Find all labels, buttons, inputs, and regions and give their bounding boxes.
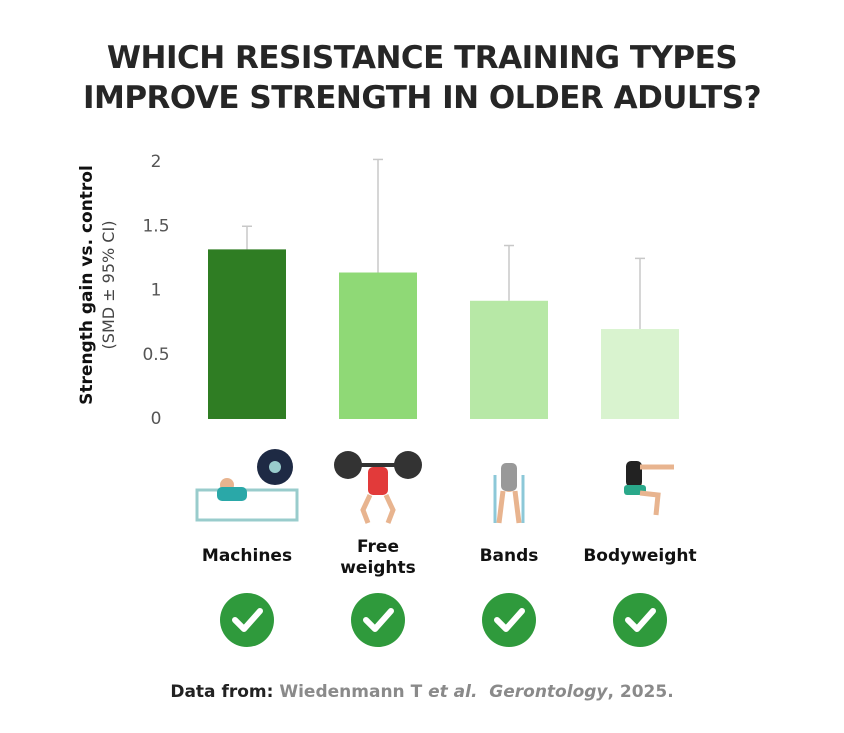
exercise-icon — [334, 451, 422, 524]
check-circle — [351, 593, 405, 647]
bar — [208, 249, 286, 419]
icon-plate — [394, 451, 422, 479]
category-label: Bodyweight — [583, 546, 697, 566]
icon-body — [626, 461, 642, 487]
icon-frame — [195, 488, 299, 522]
icon-body — [368, 467, 388, 495]
exercise-icon — [493, 463, 525, 524]
check-mark — [363, 608, 394, 632]
check-circle — [613, 593, 667, 647]
bar — [470, 300, 548, 419]
category-label: Machines — [201, 546, 293, 566]
source-year: , 2025. — [607, 682, 674, 702]
icon-band — [493, 475, 525, 523]
y-tick-label: 1.5 — [142, 216, 169, 236]
y-tick-label: 0 — [151, 409, 162, 429]
y-tick-label: 2 — [151, 152, 162, 172]
check-circle — [220, 593, 274, 647]
exercise-icon — [195, 449, 299, 522]
icon-body — [501, 463, 517, 491]
chart-title: IMPROVE STRENGTH IN OLDER ADULTS? — [83, 80, 761, 116]
bar — [339, 272, 417, 419]
icon-plate-hub — [269, 461, 281, 473]
chart-title: WHICH RESISTANCE TRAINING TYPES — [107, 40, 737, 76]
check-circle — [482, 593, 536, 647]
check-mark — [625, 608, 656, 632]
source-authors: Wiedenmann T — [279, 682, 423, 702]
category-label: Free weights — [340, 537, 416, 578]
exercise-icon — [624, 461, 674, 516]
source-label: Data from: — [170, 682, 274, 702]
check-mark — [232, 608, 263, 632]
icon-legs — [496, 490, 522, 524]
source-journal: Gerontology — [489, 682, 608, 702]
icon-legs — [360, 493, 396, 524]
y-axis-note: (SMD ± 95% CI) — [99, 221, 118, 350]
icon-plate — [334, 451, 362, 479]
bar — [601, 329, 679, 419]
y-tick-label: 0.5 — [142, 345, 169, 365]
y-axis-label: Strength gain vs. control — [77, 165, 97, 405]
source: Data from: Wiedenmann T et al. Gerontolo… — [0, 682, 844, 702]
category-label: Bands — [479, 546, 539, 566]
y-tick-label: 1 — [151, 281, 162, 301]
icon-body — [217, 487, 247, 501]
check-mark — [494, 608, 525, 632]
icon-legs — [639, 490, 661, 516]
source-etal: et al. — [428, 682, 478, 702]
